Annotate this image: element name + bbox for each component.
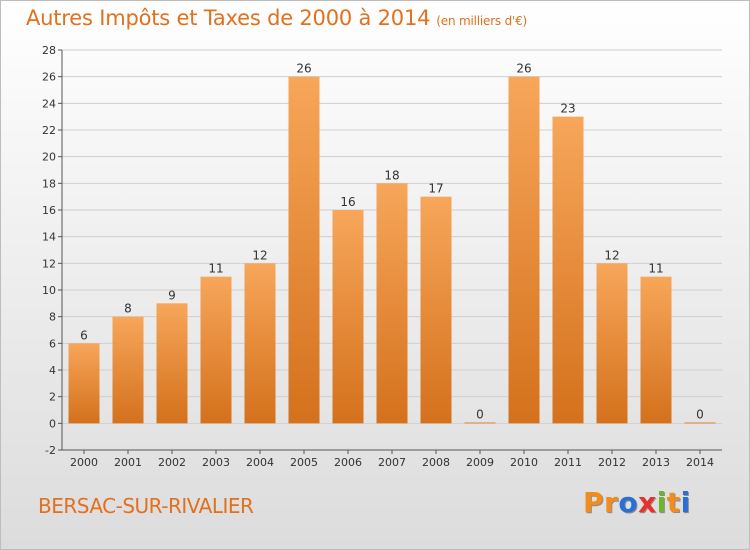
x-tick-label: 2005 <box>290 456 318 469</box>
y-tick-label: 0 <box>49 417 56 430</box>
logo-letter: i <box>680 486 691 519</box>
data-label: 0 <box>476 407 484 421</box>
data-label: 11 <box>208 262 223 276</box>
x-tick-label: 2002 <box>158 456 186 469</box>
bar-2010 <box>508 76 540 424</box>
x-tick-label: 2009 <box>466 456 494 469</box>
logo-letter: P <box>583 486 605 519</box>
bar-2009 <box>464 422 496 424</box>
y-tick-label: 8 <box>49 311 56 324</box>
x-tick-label: 2008 <box>422 456 450 469</box>
data-label: 9 <box>168 288 176 302</box>
data-label: 6 <box>80 328 88 342</box>
data-label: 18 <box>384 168 399 182</box>
y-tick-label: 26 <box>42 71 56 84</box>
data-label: 23 <box>560 102 575 116</box>
data-label: 17 <box>428 182 443 196</box>
logo-letter: r <box>604 486 619 519</box>
bar-2001 <box>112 316 144 424</box>
bar-2013 <box>640 276 672 424</box>
proxiti-logo: Proxiti <box>583 486 691 519</box>
y-tick-label: 20 <box>42 151 56 164</box>
data-label: 26 <box>516 62 531 76</box>
y-tick-label: 2 <box>49 391 56 404</box>
logo-letter: x <box>638 486 657 519</box>
y-tick-label: -2 <box>45 444 56 457</box>
x-tick-label: 2003 <box>202 456 230 469</box>
x-tick-label: 2004 <box>246 456 274 469</box>
bar-2012 <box>596 263 628 424</box>
x-tick-label: 2000 <box>70 456 98 469</box>
data-label: 12 <box>252 248 267 262</box>
bar-2006 <box>332 210 364 424</box>
logo-letter: t <box>666 486 681 519</box>
y-tick-label: 4 <box>49 364 56 377</box>
logo-letter: i <box>656 486 667 519</box>
data-label: 12 <box>604 248 619 262</box>
y-tick-label: 16 <box>42 204 56 217</box>
bar-layer <box>68 76 716 424</box>
chart-title: Autres Impôts et Taxes de 2000 à 2014 (en… <box>26 6 527 30</box>
bar-2011 <box>552 116 584 424</box>
y-tick-label: 28 <box>42 44 56 57</box>
label-layer: 6 8 9 11 12 26 16 18 17 0 26 23 12 11 0 <box>80 62 704 422</box>
chart-unit: (en milliers d'€) <box>436 14 528 28</box>
data-label: 0 <box>696 407 704 421</box>
x-tick-label: 2007 <box>378 456 406 469</box>
y-tick-label: 22 <box>42 124 56 137</box>
x-tick-label: 2012 <box>598 456 626 469</box>
x-tick-label: 2006 <box>334 456 362 469</box>
x-tick-label: 2011 <box>554 456 582 469</box>
x-tick-label: 2014 <box>686 456 714 469</box>
x-tick-label: 2013 <box>642 456 670 469</box>
y-tick-label: 14 <box>42 231 56 244</box>
logo-letter: o <box>618 486 639 519</box>
x-tick-label: 2010 <box>510 456 538 469</box>
data-label: 8 <box>124 302 132 316</box>
x-tick-label: 2001 <box>114 456 142 469</box>
bar-2005 <box>288 76 320 424</box>
bar-2003 <box>200 276 232 424</box>
bar-2000 <box>68 343 100 424</box>
y-tick-label: 12 <box>42 257 56 270</box>
y-tick-label: 18 <box>42 177 56 190</box>
bar-2008 <box>420 196 452 424</box>
bar-2007 <box>376 183 408 424</box>
data-label: 26 <box>296 62 311 76</box>
bar-2014 <box>684 422 716 424</box>
bar-2004 <box>244 263 276 424</box>
commune-name: BERSAC-SUR-RIVALIER <box>38 494 254 518</box>
chart-title-text: Autres Impôts et Taxes de 2000 à 2014 <box>26 6 431 30</box>
data-label: 16 <box>340 195 355 209</box>
y-tick-label: 24 <box>42 97 56 110</box>
data-label: 11 <box>648 262 663 276</box>
y-tick-label: 10 <box>42 284 56 297</box>
y-tick-label: 6 <box>49 337 56 350</box>
bar-2002 <box>156 303 188 424</box>
